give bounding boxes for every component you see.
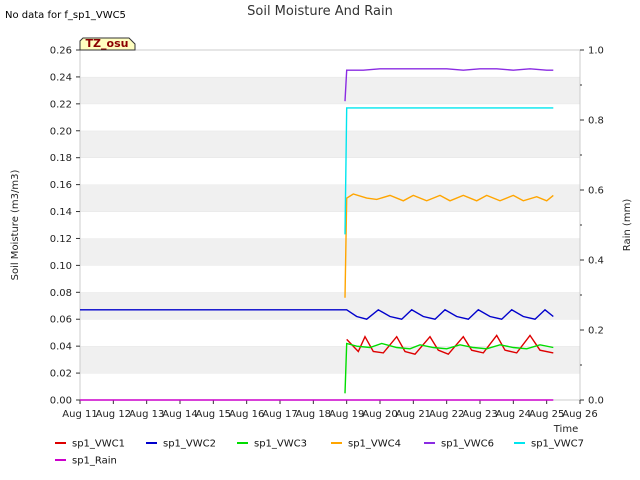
y2-axis-label: Rain (mm) <box>622 199 633 252</box>
grid-band <box>80 265 580 293</box>
grid-band <box>80 211 580 239</box>
station-label: TZ_osu <box>86 37 129 50</box>
legend-label: sp1_VWC7 <box>531 439 584 450</box>
y-tick-label: 0.14 <box>50 207 72 218</box>
series-line-sp1_VWC7 <box>344 107 554 235</box>
series-line-sp1_VWC2 <box>80 308 554 320</box>
series-line-sp1_VWC6 <box>344 68 554 102</box>
x-tick-label: Aug 14 <box>162 409 197 420</box>
grid-band <box>80 373 580 400</box>
legend: sp1_VWC1 sp1_VWC2 sp1_VWC3 sp1_VWC4 sp1_VWC6… <box>55 439 584 467</box>
no-data-note: No data for f_sp1_VWC5 <box>5 10 126 21</box>
x-tick-label: Aug 11 <box>62 409 97 420</box>
y-tick-label: 0.22 <box>50 99 72 110</box>
legend-label: sp1_VWC3 <box>254 439 307 450</box>
x-tick-label: Aug 22 <box>429 409 464 420</box>
x-tick-label: Aug 26 <box>562 409 597 420</box>
right-y-axis: 0.0 0.2 0.4 0.6 0.8 1.0 <box>580 46 604 407</box>
y2-tick-label: 1.0 <box>588 46 604 57</box>
legend-item: sp1_VWC4 <box>331 439 401 450</box>
y2-tick-label: 0.6 <box>588 186 604 197</box>
y-tick-label: 0.26 <box>50 46 72 57</box>
y-tick-label: 0.00 <box>50 396 72 407</box>
y2-tick-label: 0.8 <box>588 116 604 127</box>
x-tick-label: Aug 18 <box>296 409 331 420</box>
station-label-box: TZ_osu <box>79 37 136 51</box>
legend-label: sp1_VWC6 <box>441 439 494 450</box>
grid-band <box>80 157 580 185</box>
legend-label: sp1_VWC1 <box>72 439 125 450</box>
grid-bands <box>80 49 580 400</box>
x-tick-label: Aug 13 <box>129 409 164 420</box>
y-tick-label: 0.06 <box>50 315 72 326</box>
legend-item: sp1_Rain <box>55 456 117 467</box>
grid-band <box>80 130 580 158</box>
x-tick-label: Aug 17 <box>262 409 297 420</box>
y-axis-label: Soil Moisture (m3/m3) <box>10 170 21 281</box>
series-line-sp1_VWC1 <box>346 334 554 356</box>
grid-band <box>80 292 580 320</box>
x-tick-label: Aug 19 <box>329 409 364 420</box>
legend-item: sp1_VWC6 <box>424 439 494 450</box>
series-line-sp1_VWC3 <box>344 342 554 394</box>
x-axis-label: Time <box>553 424 578 435</box>
legend-label: sp1_VWC2 <box>163 439 216 450</box>
y-tick-label: 0.10 <box>50 261 72 272</box>
y2-tick-label: 0.2 <box>588 326 604 337</box>
y-tick-label: 0.16 <box>50 180 72 191</box>
grid-band <box>80 50 580 77</box>
left-y-axis: 0.00 0.02 0.04 0.06 0.08 0.10 0.12 0.14 0.16 0.18… <box>50 46 80 407</box>
x-tick-label: Aug 20 <box>362 409 397 420</box>
chart-title: Soil Moisture And Rain <box>247 4 393 19</box>
legend-label: sp1_Rain <box>72 456 117 467</box>
legend-item: sp1_VWC1 <box>55 439 125 450</box>
legend-item: sp1_VWC2 <box>146 439 216 450</box>
x-tick-label: Aug 25 <box>529 409 564 420</box>
y-tick-label: 0.12 <box>50 234 72 245</box>
grid-band <box>80 184 580 212</box>
legend-label: sp1_VWC4 <box>348 439 401 450</box>
x-tick-label: Aug 24 <box>496 409 531 420</box>
legend-item: sp1_VWC7 <box>514 439 584 450</box>
x-tick-label: Aug 16 <box>229 409 264 420</box>
grid-band <box>80 319 580 347</box>
y-tick-label: 0.04 <box>50 342 72 353</box>
grid-band <box>80 76 580 104</box>
legend-item: sp1_VWC3 <box>237 439 307 450</box>
y-tick-label: 0.20 <box>50 126 72 137</box>
grid-band <box>80 346 580 374</box>
y-tick-label: 0.24 <box>50 72 72 83</box>
grid-band <box>80 238 580 266</box>
y-tick-label: 0.08 <box>50 288 72 299</box>
y2-tick-label: 0.4 <box>588 256 604 267</box>
x-tick-label: Aug 12 <box>96 409 131 420</box>
y-tick-label: 0.02 <box>50 369 72 380</box>
series-lines <box>80 68 554 401</box>
y2-tick-label: 0.0 <box>588 396 604 407</box>
series-line-sp1_VWC4 <box>344 193 554 298</box>
x-tick-label: Aug 21 <box>396 409 431 420</box>
y-tick-label: 0.18 <box>50 153 72 164</box>
x-tick-label: Aug 15 <box>196 409 231 420</box>
x-tick-label: Aug 23 <box>462 409 497 420</box>
